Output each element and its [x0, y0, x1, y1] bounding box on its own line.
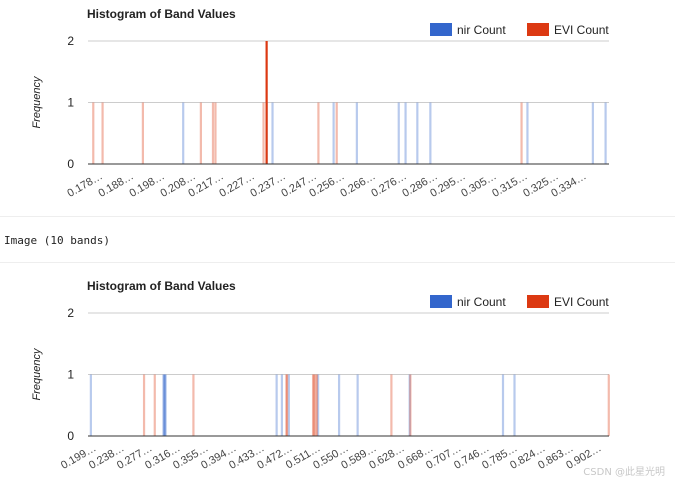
- bar-nir: [591, 102, 594, 164]
- bar-evi: [315, 374, 318, 436]
- legend-label-nir: nir Count: [457, 295, 506, 309]
- bar-nir: [89, 374, 92, 436]
- bar-nir: [164, 374, 167, 436]
- histogram-chart-1: Histogram of Band Values nir Count EVI Cou…: [0, 0, 675, 210]
- watermark-text: CSDN @此星光明: [583, 467, 665, 478]
- bar-evi: [311, 374, 315, 436]
- y-tick-label: 2: [67, 306, 74, 320]
- y-tick-label: 1: [67, 96, 74, 110]
- divider-bottom: [0, 262, 675, 263]
- legend-swatch-nir: [430, 23, 452, 36]
- bar-nir: [526, 102, 529, 164]
- legend-label-nir: nir Count: [457, 23, 506, 37]
- bar-nir: [163, 374, 166, 436]
- chart-legend: nir Count EVI Count: [430, 295, 609, 309]
- bar-evi: [285, 374, 289, 436]
- bar-nir: [501, 374, 505, 436]
- bar-evi: [153, 374, 156, 436]
- bar-nir: [163, 374, 166, 436]
- bar-evi: [214, 102, 217, 164]
- bar-evi: [390, 374, 393, 436]
- bar-evi: [409, 374, 412, 436]
- bar-nir: [280, 374, 283, 436]
- bar-evi: [92, 102, 95, 164]
- bar-evi: [607, 374, 610, 436]
- histogram-chart-2: Histogram of Band Values nir Count EVI Cou…: [0, 272, 675, 482]
- y-tick-label: 0: [67, 429, 74, 443]
- legend-label-evi: EVI Count: [554, 23, 609, 37]
- histogram-chart-2-svg: Histogram of Band Values nir Count EVI Cou…: [31, 279, 610, 472]
- bar-nir: [355, 102, 358, 164]
- bar-nir: [317, 374, 320, 436]
- bar-evi: [101, 102, 104, 164]
- bar-evi: [141, 102, 144, 164]
- bar-nir: [356, 374, 359, 436]
- bar-evi: [262, 102, 265, 164]
- legend-swatch-nir: [430, 295, 452, 308]
- bar-evi: [211, 102, 215, 164]
- chart-title: Histogram of Band Values: [87, 279, 236, 293]
- bar-evi: [192, 374, 195, 436]
- divider-top: [0, 216, 675, 217]
- y-tick-label: 2: [67, 34, 74, 48]
- legend-label-evi: EVI Count: [554, 295, 609, 309]
- bar-nir: [337, 374, 341, 436]
- bar-evi: [335, 102, 338, 164]
- y-tick-label: 1: [67, 368, 74, 382]
- bar-nir: [429, 102, 432, 164]
- bar-nir: [416, 102, 419, 164]
- bar-evi: [142, 374, 146, 436]
- bar-evi: [317, 102, 320, 164]
- legend-swatch-evi: [527, 23, 549, 36]
- bar-evi: [199, 102, 202, 164]
- y-axis-title: Frequency: [31, 75, 43, 128]
- bar-nir: [404, 102, 407, 164]
- bar-evi: [520, 102, 523, 164]
- bar-nir: [287, 374, 290, 436]
- bar-nir: [397, 102, 400, 164]
- bar-nir: [271, 102, 274, 164]
- bar-evi: [265, 41, 268, 164]
- y-tick-label: 0: [67, 157, 74, 171]
- y-axis-title: Frequency: [31, 347, 43, 400]
- bar-evi: [314, 374, 317, 436]
- bar-nir: [332, 102, 335, 164]
- chart-legend: nir Count EVI Count: [430, 23, 609, 37]
- chart-title: Histogram of Band Values: [87, 7, 236, 21]
- bar-nir: [604, 102, 607, 164]
- bar-evi: [312, 374, 316, 436]
- legend-swatch-evi: [527, 295, 549, 308]
- console-output-line: Image (10 bands): [4, 234, 110, 247]
- bar-nir: [182, 102, 185, 164]
- bar-evi: [285, 374, 288, 436]
- histogram-chart-1-svg: Histogram of Band Values nir Count EVI Cou…: [31, 7, 609, 200]
- bar-nir: [162, 374, 165, 436]
- bar-nir: [513, 374, 516, 436]
- bar-nir: [275, 374, 278, 436]
- bar-nir: [408, 374, 411, 436]
